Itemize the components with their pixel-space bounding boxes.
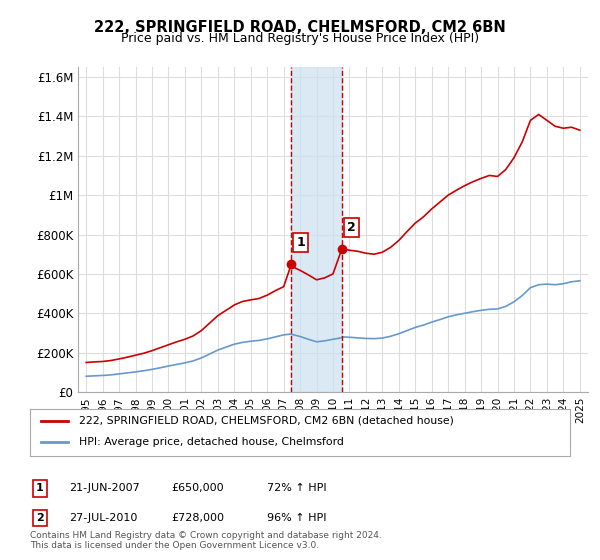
Text: 72% ↑ HPI: 72% ↑ HPI <box>267 483 326 493</box>
Text: HPI: Average price, detached house, Chelmsford: HPI: Average price, detached house, Chel… <box>79 437 343 447</box>
Text: Contains HM Land Registry data © Crown copyright and database right 2024.
This d: Contains HM Land Registry data © Crown c… <box>30 530 382 550</box>
Text: 27-JUL-2010: 27-JUL-2010 <box>69 513 137 523</box>
Text: 222, SPRINGFIELD ROAD, CHELMSFORD, CM2 6BN (detached house): 222, SPRINGFIELD ROAD, CHELMSFORD, CM2 6… <box>79 416 454 426</box>
Bar <box>292 67 343 392</box>
Text: Price paid vs. HM Land Registry's House Price Index (HPI): Price paid vs. HM Land Registry's House … <box>121 32 479 45</box>
Text: £728,000: £728,000 <box>171 513 224 523</box>
Text: 96% ↑ HPI: 96% ↑ HPI <box>267 513 326 523</box>
Text: £650,000: £650,000 <box>171 483 224 493</box>
Text: 21-JUN-2007: 21-JUN-2007 <box>69 483 140 493</box>
Text: 1: 1 <box>296 236 305 249</box>
Text: 2: 2 <box>347 221 356 234</box>
Text: 2: 2 <box>36 513 44 523</box>
Text: 1: 1 <box>36 483 44 493</box>
Text: 222, SPRINGFIELD ROAD, CHELMSFORD, CM2 6BN: 222, SPRINGFIELD ROAD, CHELMSFORD, CM2 6… <box>94 20 506 35</box>
